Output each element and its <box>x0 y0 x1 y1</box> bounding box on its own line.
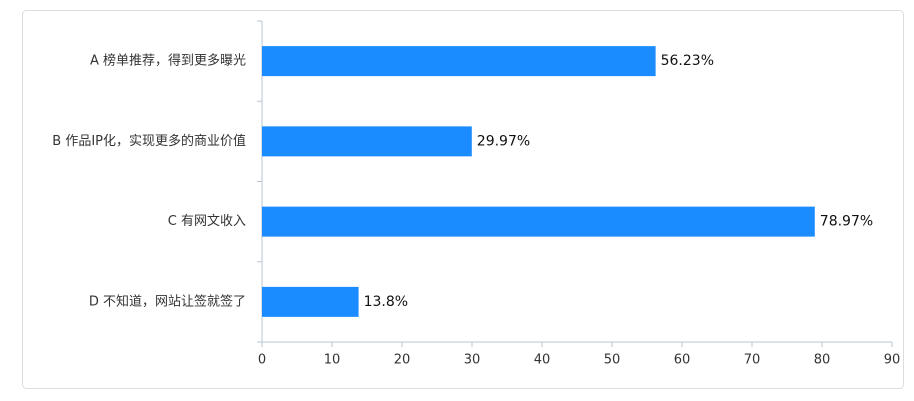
bar <box>262 126 472 157</box>
bar <box>262 206 815 237</box>
x-tick-label: 20 <box>394 353 411 368</box>
x-tick-label: 40 <box>534 353 551 368</box>
x-tick-label: 30 <box>464 353 481 368</box>
x-tick-label: 60 <box>674 353 691 368</box>
value-label: 56.23% <box>661 53 714 69</box>
y-tick-label: C 有网文收入 <box>168 214 246 229</box>
y-tick-label: A 榜单推荐，得到更多曝光 <box>90 53 246 69</box>
card <box>22 10 904 389</box>
value-label: 29.97% <box>477 133 530 149</box>
x-tick-label: 70 <box>744 353 761 368</box>
bar <box>262 46 656 77</box>
value-label: 13.8% <box>364 294 408 310</box>
x-tick-label: 0 <box>258 353 266 368</box>
x-tick-label: 90 <box>884 353 901 368</box>
bar <box>262 286 359 317</box>
y-tick-label: D 不知道，网站让签就签了 <box>89 293 246 309</box>
value-label: 78.97% <box>820 214 873 230</box>
y-tick-label: B 作品IP化，实现更多的商业价值 <box>52 133 246 149</box>
x-tick-label: 50 <box>604 353 621 368</box>
x-tick-label: 80 <box>814 353 831 368</box>
x-tick-label: 10 <box>324 353 341 368</box>
